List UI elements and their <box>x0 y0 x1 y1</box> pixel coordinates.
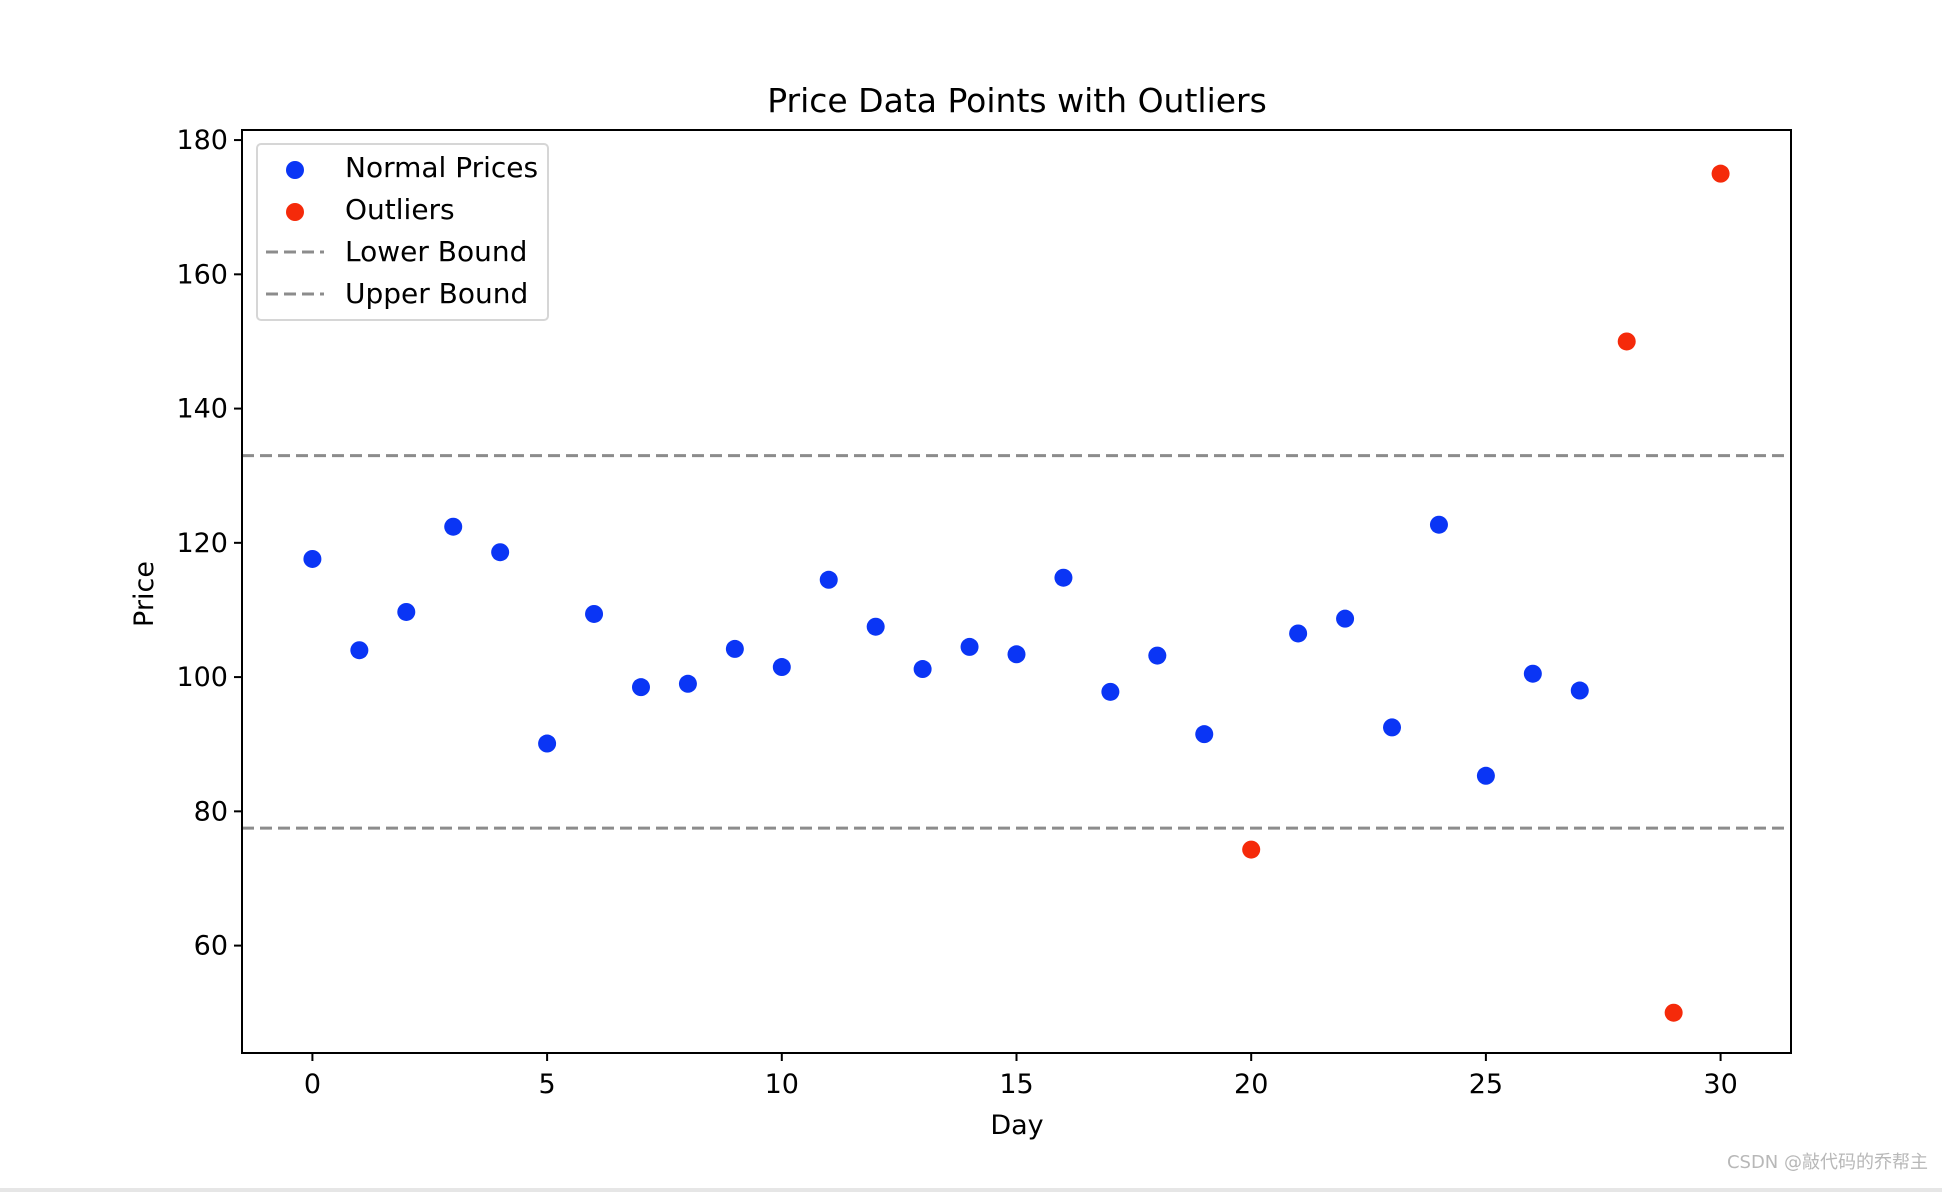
normal-prices-point <box>960 637 979 656</box>
legend-label-normal-prices: Normal Prices <box>345 151 538 184</box>
normal-prices-point <box>1007 645 1026 664</box>
normal-prices-point <box>1336 609 1355 628</box>
normal-prices-point <box>1523 664 1542 683</box>
normal-prices-point <box>1570 681 1589 700</box>
normal-prices-point <box>678 674 697 693</box>
normal-prices-point <box>1383 718 1402 737</box>
chart-legend: Normal Prices Outliers Lower Bound Upper… <box>256 143 549 321</box>
x-tick-label: 15 <box>999 1069 1033 1100</box>
normal-prices-point <box>1101 682 1120 701</box>
y-tick-label: 160 <box>176 259 228 290</box>
chart-title: Price Data Points with Outliers <box>767 81 1267 120</box>
y-tick-label: 180 <box>176 125 228 156</box>
legend-marker-outliers <box>286 203 304 221</box>
bottom-scroll-strip <box>0 1188 1942 1192</box>
normal-prices-point <box>1476 766 1495 785</box>
x-tick-label: 20 <box>1234 1069 1268 1100</box>
normal-prices-point <box>913 660 932 679</box>
normal-prices-point <box>772 658 791 677</box>
normal-prices-point <box>1195 725 1214 744</box>
normal-prices-point <box>444 517 463 536</box>
normal-prices-point <box>491 543 510 562</box>
x-axis-label: Day <box>990 1110 1043 1141</box>
legend-label-lower-bound: Lower Bound <box>345 235 527 268</box>
normal-prices-point <box>350 641 369 660</box>
x-tick-label: 10 <box>765 1069 799 1100</box>
legend-label-outliers: Outliers <box>345 193 455 226</box>
normal-prices-point <box>631 678 650 697</box>
outliers-point <box>1617 332 1636 351</box>
outliers-point <box>1711 164 1730 183</box>
legend-label-upper-bound: Upper Bound <box>345 277 528 310</box>
normal-prices-point <box>1429 515 1448 534</box>
y-tick-label: 60 <box>194 931 228 962</box>
x-tick-label: 0 <box>304 1069 321 1100</box>
normal-prices-point <box>1054 568 1073 587</box>
y-tick-label: 140 <box>176 394 228 425</box>
y-axis-label: Price <box>129 561 160 627</box>
outliers-point <box>1664 1003 1683 1022</box>
outliers-point <box>1242 840 1261 859</box>
normal-prices-point <box>1148 646 1167 665</box>
normal-prices-point <box>866 617 885 636</box>
watermark-text: CSDN @敲代码的乔帮主 <box>1726 1152 1928 1173</box>
normal-prices-point <box>303 549 322 568</box>
y-tick-label: 80 <box>194 796 228 827</box>
y-tick-label: 100 <box>176 662 228 693</box>
y-tick-label: 120 <box>176 528 228 559</box>
x-tick-label: 30 <box>1703 1069 1737 1100</box>
x-tick-label: 25 <box>1469 1069 1503 1100</box>
normal-prices-point <box>725 639 744 658</box>
normal-prices-point <box>538 734 557 753</box>
legend-marker-normal-prices <box>286 161 304 179</box>
legend-box <box>256 143 549 321</box>
x-tick-label: 5 <box>539 1069 556 1100</box>
normal-prices-point <box>1289 624 1308 643</box>
normal-prices-point <box>397 602 416 621</box>
normal-prices-point <box>585 604 604 623</box>
normal-prices-point <box>819 570 838 589</box>
